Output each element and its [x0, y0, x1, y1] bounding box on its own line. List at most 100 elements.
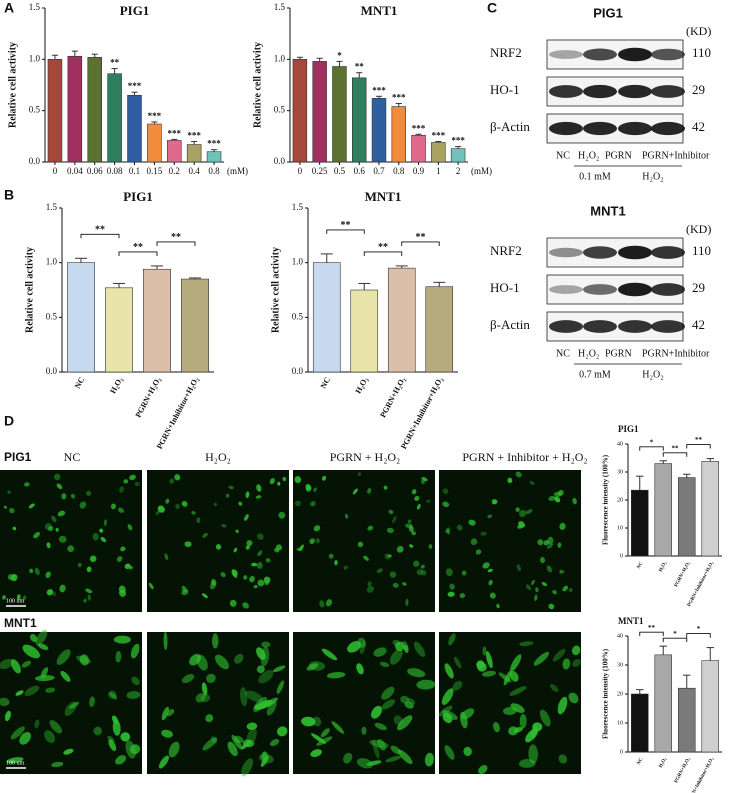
cell [356, 663, 364, 675]
cell [533, 651, 550, 666]
cell [516, 564, 522, 572]
cell [35, 675, 55, 682]
cell [385, 755, 402, 763]
cell [416, 503, 421, 510]
cell [191, 511, 196, 515]
cell [256, 533, 264, 540]
cell [370, 705, 382, 719]
blot-band [618, 320, 652, 333]
x-tick-label: PGRN+H₂O₂ [378, 375, 407, 419]
cell [79, 501, 87, 509]
cell [554, 496, 561, 503]
cell [507, 477, 513, 484]
scale-bar-label: 100 um [6, 760, 25, 766]
panel-letter: D [4, 413, 14, 429]
cell [175, 503, 180, 510]
cell [196, 517, 201, 523]
y-tick-label: 0.5 [274, 105, 286, 115]
cell [405, 523, 413, 529]
error-bar [71, 50, 78, 57]
cell [540, 557, 545, 564]
cell [116, 556, 123, 563]
blot-band [549, 320, 583, 333]
cell [379, 661, 390, 668]
blot-frame [546, 237, 684, 268]
cell [238, 501, 243, 506]
cell [301, 716, 316, 727]
y-tick-label: 30 [617, 469, 623, 475]
cell [242, 739, 255, 748]
y-tick-label: 40 [617, 633, 623, 639]
micrograph-bg [439, 632, 581, 774]
cell [15, 690, 24, 696]
cell [157, 505, 165, 513]
y-axis-label: Relative cell activity [252, 42, 263, 128]
cell [59, 584, 66, 593]
blot-band [549, 247, 583, 258]
cell [392, 639, 401, 647]
cell [442, 488, 449, 494]
cell [164, 553, 169, 560]
cell [69, 701, 80, 709]
error-bar [320, 253, 333, 263]
cell [496, 603, 500, 609]
cell [402, 582, 407, 586]
error-bar [435, 140, 442, 143]
cell [487, 514, 493, 519]
cell [87, 594, 91, 601]
x-tick-label: PGRN+Inhibitor+H₂O₂ [687, 561, 715, 608]
cell [58, 535, 67, 543]
bar [701, 660, 720, 753]
cell [34, 567, 40, 576]
cell [546, 543, 554, 549]
y-tick-label: 0.0 [29, 156, 41, 166]
cell [525, 509, 533, 515]
cell [174, 474, 181, 481]
blot-band [618, 47, 652, 62]
cell [413, 560, 420, 567]
cell [233, 547, 238, 553]
cell [572, 659, 581, 668]
error-bar [706, 458, 714, 462]
cell [52, 591, 56, 597]
comparison-bracket [156, 241, 196, 246]
comparison-bracket [80, 233, 120, 239]
cell [232, 572, 238, 578]
cell [510, 703, 525, 713]
cell [86, 566, 92, 573]
cell [46, 589, 54, 596]
cell [118, 585, 126, 594]
cell [209, 581, 216, 590]
comparison-label: ** [648, 624, 656, 632]
error-bar [415, 133, 422, 136]
cell [411, 489, 417, 495]
bar [654, 654, 673, 753]
cell [444, 745, 455, 760]
cell [29, 568, 34, 574]
cell [161, 729, 173, 738]
cell [398, 749, 413, 765]
cell [245, 544, 251, 550]
cell [264, 580, 270, 586]
bar [181, 278, 209, 373]
cell [115, 651, 122, 663]
cell [557, 696, 568, 715]
cell [181, 500, 188, 507]
cell [403, 644, 409, 654]
cell [181, 589, 189, 596]
cell [269, 478, 275, 485]
cell [407, 668, 426, 678]
cell [510, 654, 522, 672]
cell [70, 493, 76, 499]
comparison-label: * [697, 625, 701, 633]
cell [67, 545, 75, 553]
chart-title: PIG1 [123, 189, 153, 204]
cell [571, 645, 581, 656]
cell [255, 495, 262, 499]
x-tick-label: 0.5 [334, 166, 346, 176]
x-tick-label: 0.1 [129, 166, 140, 176]
cell [372, 739, 380, 759]
significance-label: *** [128, 81, 142, 91]
cell [468, 519, 476, 526]
